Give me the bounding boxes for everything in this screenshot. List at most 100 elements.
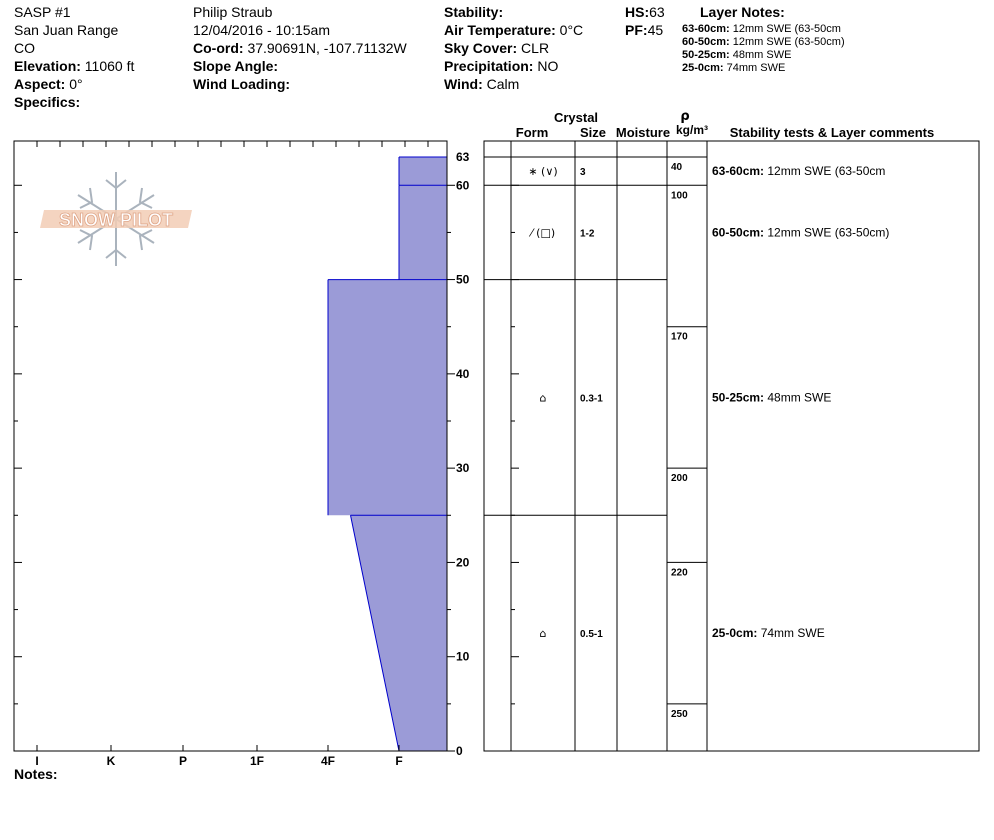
range-name: San Juan Range xyxy=(14,22,119,38)
site-name: SASP #1 xyxy=(14,4,71,20)
layer-note-text: 48mm SWE xyxy=(732,49,792,61)
y-tick-label: 60 xyxy=(456,178,470,192)
aspect-label: Aspect: xyxy=(14,76,66,92)
x-tick-label: K xyxy=(107,754,116,768)
coord-row: Co-ord: 37.90691N, -107.71132W xyxy=(193,40,407,57)
wind-value: Calm xyxy=(486,76,520,92)
y-tick-label: 30 xyxy=(456,461,470,475)
layer-comment: 25-0cm: 74mm SWE xyxy=(712,626,825,640)
wind-loading-label: Wind Loading: xyxy=(193,76,291,92)
hs-row: HS:63 xyxy=(625,4,665,21)
density-value: 170 xyxy=(671,332,688,343)
sky-cover-value: CLR xyxy=(521,40,550,56)
notes-label: Notes: xyxy=(14,766,58,782)
density-value: 40 xyxy=(671,162,683,173)
elevation-row: Elevation: 11060 ft xyxy=(14,58,134,75)
layer-comment: 60-50cm: 12mm SWE (63-50cm) xyxy=(712,225,889,239)
sky-cover-label: Sky Cover: xyxy=(444,40,518,56)
form-header: Form xyxy=(516,125,549,140)
coord-value: 37.90691N, -107.71132W xyxy=(247,40,407,56)
x-tick-label: 1F xyxy=(250,754,264,768)
air-temp-label: Air Temperature: xyxy=(444,22,556,38)
stability-header: Stability tests & Layer comments xyxy=(730,125,934,140)
layer-comment: 50-25cm: 48mm SWE xyxy=(712,390,831,404)
pf-row: PF:45 xyxy=(625,22,663,39)
layer-comment-text: 12mm SWE (63-50cm xyxy=(767,164,885,178)
density-unit-header: kg/m³ xyxy=(676,123,708,137)
elevation-value: 11060 ft xyxy=(84,58,135,74)
layer-note-text: 12mm SWE (63-50cm xyxy=(732,23,841,35)
x-tick-label: P xyxy=(179,754,187,768)
aspect-value: 0° xyxy=(69,76,83,92)
layer-notes-title: Layer Notes: xyxy=(700,4,785,20)
crystal-header: Crystal xyxy=(554,110,598,125)
hardness-edge xyxy=(350,515,400,752)
y-tick-label: 20 xyxy=(456,555,470,569)
layer-comment-text: 48mm SWE xyxy=(767,390,831,404)
crystal-size: 1-2 xyxy=(580,228,595,239)
layer-note-range: 63-60cm: xyxy=(682,23,730,35)
wind-label: Wind: xyxy=(444,76,483,92)
precipitation-label: Precipitation: xyxy=(444,58,534,74)
y-tick-label: 40 xyxy=(456,367,470,381)
crystal-form-icon: ⁄ (□) xyxy=(528,226,555,239)
layer-comment-range: 63-60cm: xyxy=(712,164,767,178)
moisture-header: Moisture xyxy=(616,125,670,140)
layer-note-range: 50-25cm: xyxy=(682,49,730,61)
observer-name: Philip Straub xyxy=(193,4,273,20)
layer-note-range: 60-50cm: xyxy=(682,36,730,48)
crystal-form-icon: ⌂ xyxy=(540,627,547,640)
rho-header: ρ xyxy=(680,109,689,124)
pf-label: PF: xyxy=(625,22,648,38)
hardness-layer xyxy=(350,515,447,751)
elevation-label: Elevation: xyxy=(14,58,81,74)
density-value: 250 xyxy=(671,709,688,720)
air-temp-row: Air Temperature: 0°C xyxy=(444,22,583,39)
sky-cover-row: Sky Cover: CLR xyxy=(444,40,549,57)
hs-label: HS: xyxy=(625,4,650,20)
density-value: 200 xyxy=(671,473,688,484)
air-temp-value: 0°C xyxy=(559,22,584,38)
layer-note-range: 25-0cm: xyxy=(682,62,724,74)
layer-comment-range: 60-50cm: xyxy=(712,225,767,239)
slope-angle-label: Slope Angle: xyxy=(193,58,279,74)
observation-datetime: 12/04/2016 - 10:15am xyxy=(193,22,330,38)
stability-label: Stability: xyxy=(444,4,504,20)
aspect-row: Aspect: 0° xyxy=(14,76,83,93)
coord-label: Co-ord: xyxy=(193,40,244,56)
crystal-form-icon: ⌂ xyxy=(540,391,547,404)
layer-note-item: 60-50cm: 12mm SWE (63-50cm) xyxy=(682,36,845,49)
hardness-layer xyxy=(399,185,447,280)
crystal-size: 0.3-1 xyxy=(580,393,603,404)
layer-comment-text: 12mm SWE (63-50cm) xyxy=(767,225,889,239)
precipitation-row: Precipitation: NO xyxy=(444,58,558,75)
y-tick-label: 0 xyxy=(456,744,463,758)
state-name: CO xyxy=(14,40,35,56)
hardness-layer xyxy=(399,157,447,186)
y-tick-label: 10 xyxy=(456,650,470,664)
layer-comment: 63-60cm: 12mm SWE (63-50cm xyxy=(712,164,885,178)
crystal-size: 3 xyxy=(580,167,586,178)
crystal-form-icon: ∗ (∨) xyxy=(528,165,557,178)
layer-note-text: 12mm SWE (63-50cm) xyxy=(732,36,845,48)
table-frame xyxy=(483,140,980,752)
density-value: 100 xyxy=(671,190,688,201)
chart-frame xyxy=(13,140,448,752)
density-value: 220 xyxy=(671,567,688,578)
y-tick-label: 50 xyxy=(456,273,470,287)
crystal-size: 0.5-1 xyxy=(580,629,603,640)
x-tick-label: F xyxy=(395,754,402,768)
layer-comment-text: 74mm SWE xyxy=(761,626,825,640)
wind-row: Wind: Calm xyxy=(444,76,519,93)
size-header: Size xyxy=(580,125,606,140)
layer-note-text: 74mm SWE xyxy=(726,62,786,74)
layer-comment-range: 50-25cm: xyxy=(712,390,767,404)
x-tick-label: 4F xyxy=(321,754,335,768)
hs-value: 63 xyxy=(649,4,665,20)
specifics-label: Specifics: xyxy=(14,94,81,110)
layer-note-item: 50-25cm: 48mm SWE xyxy=(682,49,791,62)
layer-comment-range: 25-0cm: xyxy=(712,626,761,640)
snowpilot-logo: SNOW PILOT xyxy=(40,172,192,266)
